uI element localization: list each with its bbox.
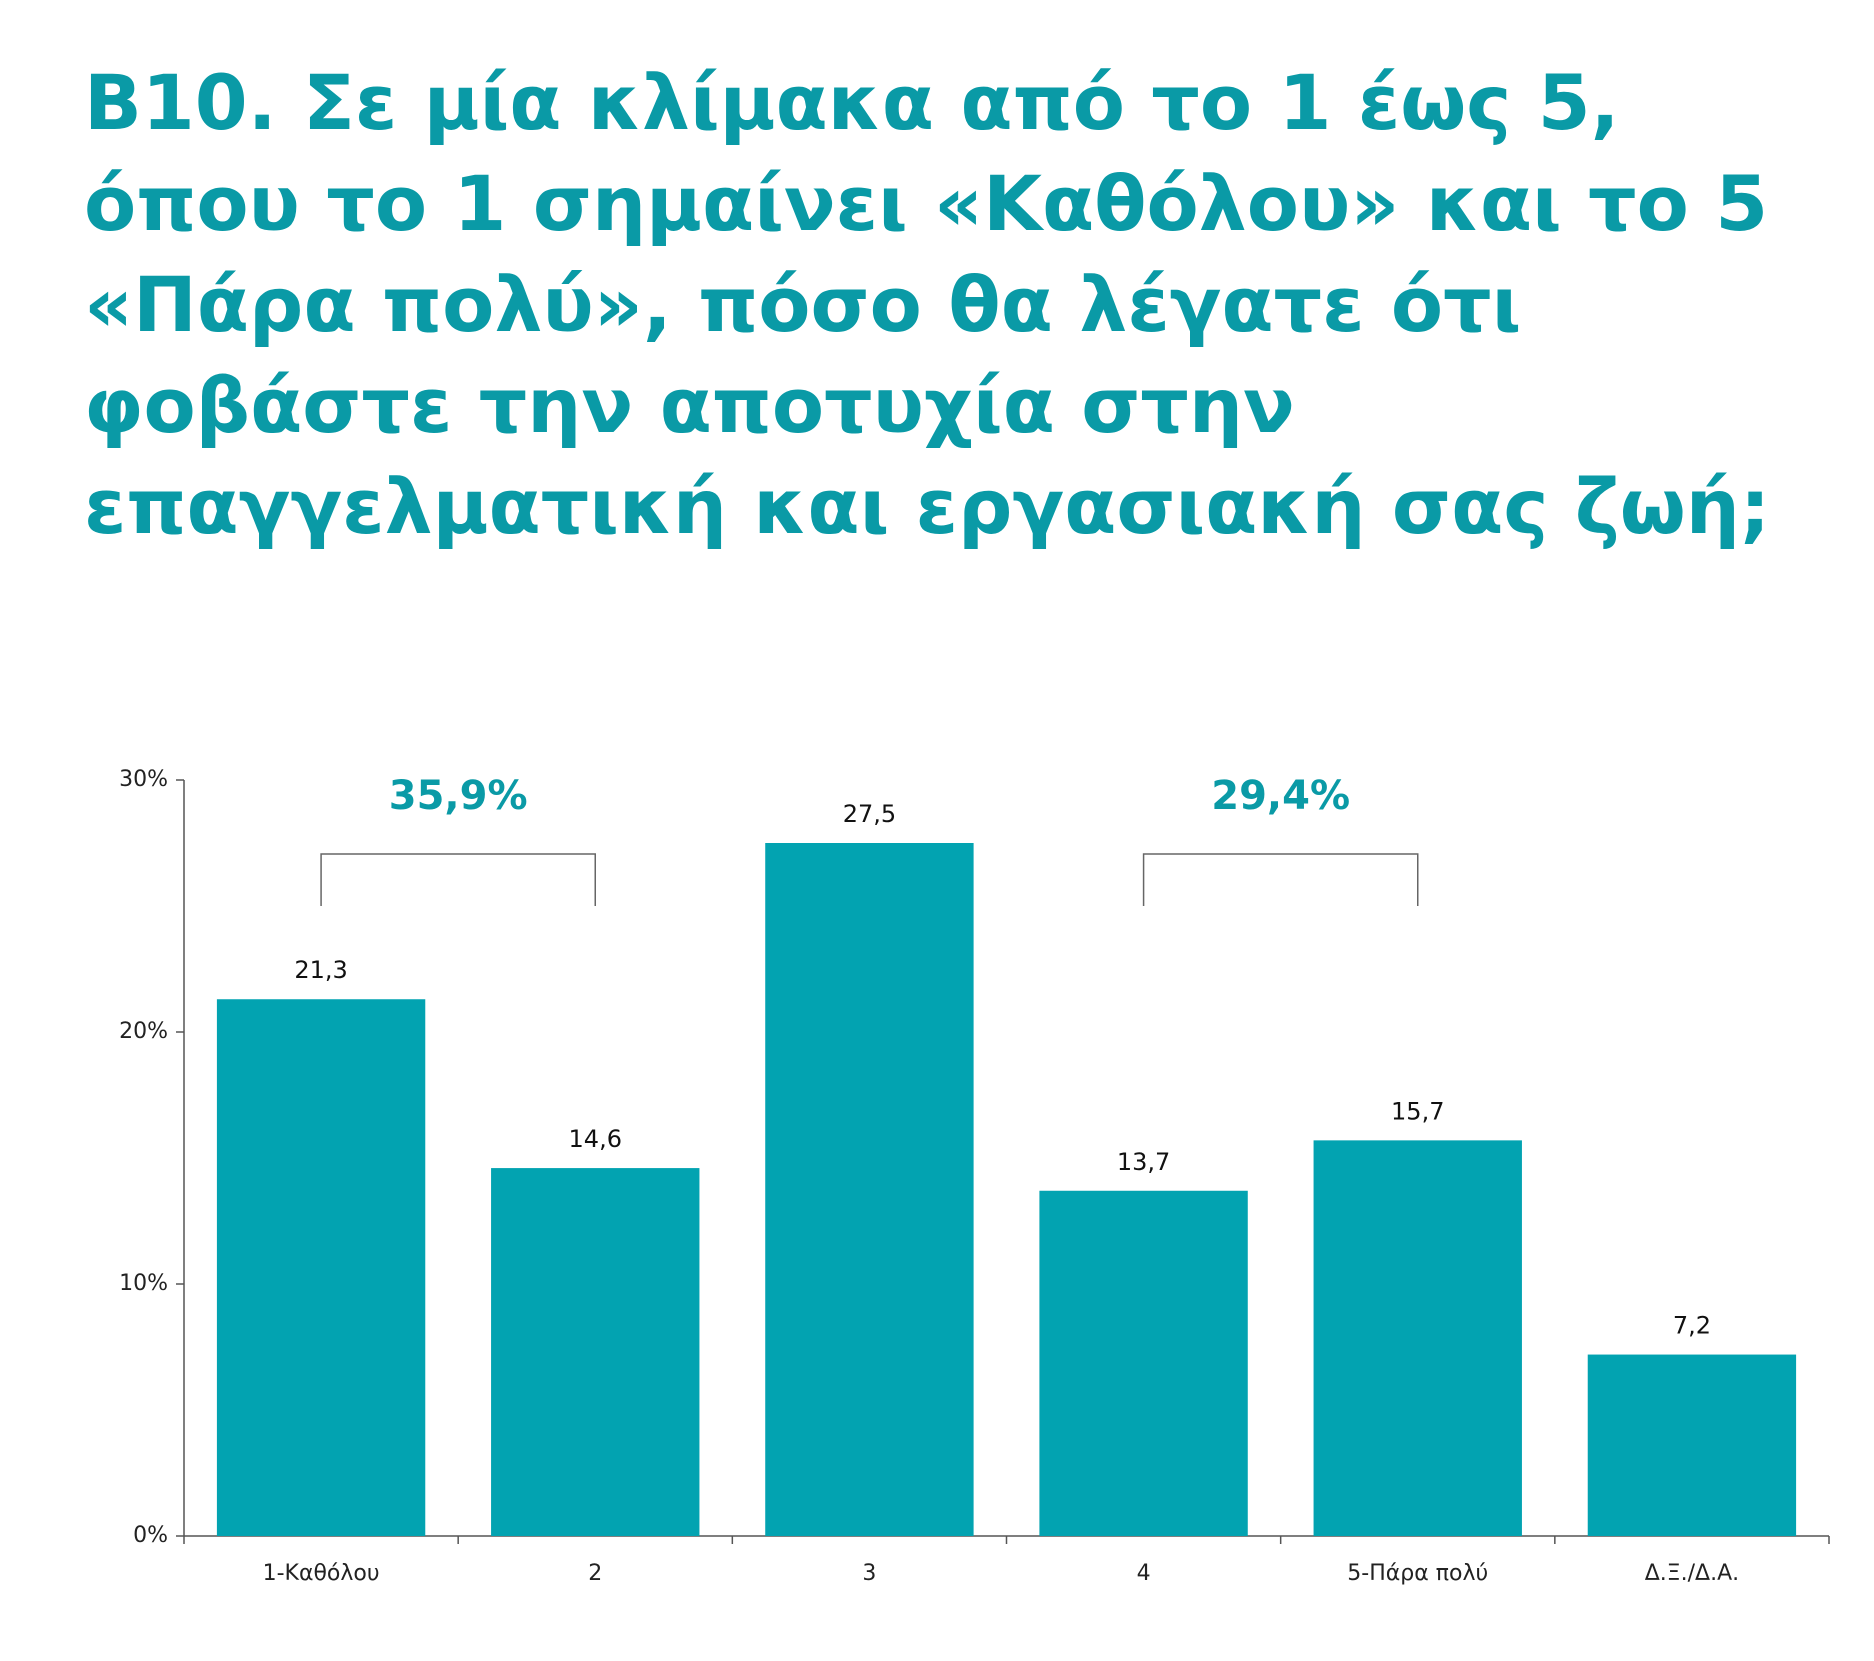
bracket xyxy=(1142,853,1419,906)
bar xyxy=(765,843,974,1536)
value-label: 13,7 xyxy=(1117,1148,1170,1176)
y-tick-label: 30% xyxy=(119,767,168,792)
value-label: 21,3 xyxy=(294,956,347,984)
y-tick-label: 10% xyxy=(119,1271,168,1296)
bracket xyxy=(320,853,596,906)
value-label: 15,7 xyxy=(1391,1097,1444,1125)
bar xyxy=(491,1168,700,1536)
x-tick-label: 2 xyxy=(588,1561,602,1586)
x-tick-label: 5-Πάρα πολύ xyxy=(1347,1561,1488,1586)
bar xyxy=(216,999,426,1536)
value-label: 7,2 xyxy=(1673,1312,1711,1340)
y-tick-label: 20% xyxy=(119,1019,168,1044)
bar xyxy=(1039,1190,1248,1536)
x-tick-label: 3 xyxy=(862,1561,876,1586)
x-tick-label: Δ.Ξ./Δ.Α. xyxy=(1645,1561,1739,1586)
annotation: 29,4% xyxy=(1211,773,1350,819)
bar xyxy=(1313,1140,1522,1536)
x-tick-label: 4 xyxy=(1137,1561,1151,1586)
x-tick-label: 1-Καθόλου xyxy=(263,1561,380,1586)
annotation: 35,9% xyxy=(389,773,528,819)
chart-title: B10. Σε μία κλίμακα από το 1 έως 5, όπου… xyxy=(84,58,1771,551)
value-label: 27,5 xyxy=(843,800,896,828)
bar xyxy=(1587,1354,1797,1536)
value-label: 14,6 xyxy=(569,1125,622,1153)
y-tick-label: 0% xyxy=(133,1523,168,1548)
